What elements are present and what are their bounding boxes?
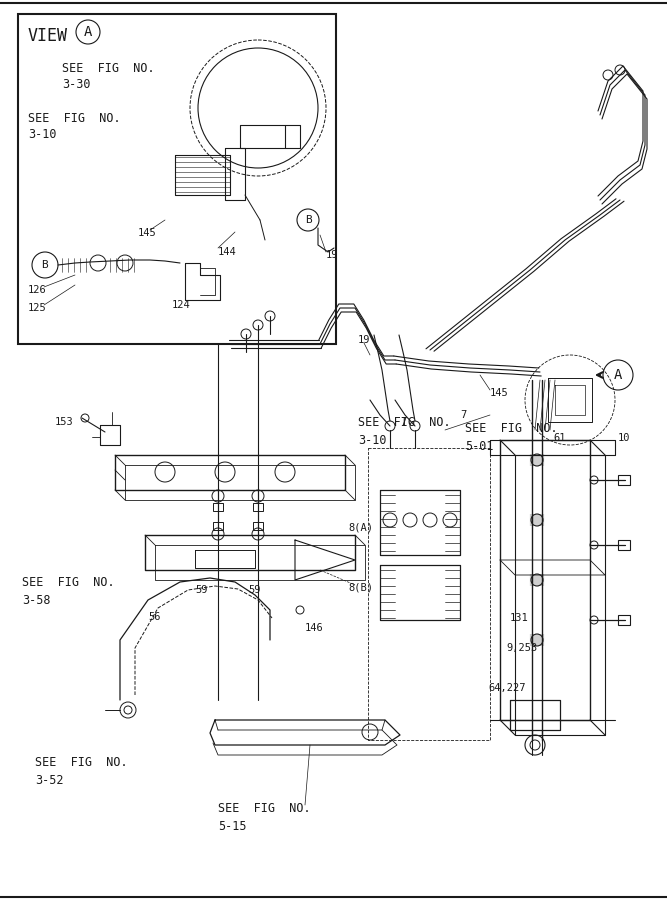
Text: A: A — [84, 25, 92, 39]
Text: 3-10: 3-10 — [28, 129, 57, 141]
Text: A: A — [614, 368, 622, 382]
Text: 131: 131 — [510, 613, 529, 623]
Text: SEE  FIG  NO.: SEE FIG NO. — [22, 575, 115, 589]
Text: B: B — [305, 215, 311, 225]
Text: 9,253: 9,253 — [506, 643, 537, 653]
Text: 145: 145 — [138, 228, 157, 238]
Text: 125: 125 — [28, 303, 47, 313]
Text: 10: 10 — [618, 433, 630, 443]
Text: 146: 146 — [305, 623, 323, 633]
Text: 61: 61 — [553, 433, 566, 443]
Text: 19: 19 — [358, 335, 370, 345]
Bar — [618, 615, 630, 625]
Text: 144: 144 — [218, 247, 237, 257]
Bar — [253, 503, 263, 511]
Text: 3-30: 3-30 — [62, 78, 91, 92]
Text: 8(A): 8(A) — [348, 523, 373, 533]
Text: 64,227: 64,227 — [488, 683, 526, 693]
Bar — [253, 522, 263, 530]
Text: 124: 124 — [172, 300, 191, 310]
Bar — [18, 14, 336, 344]
Text: B: B — [41, 260, 49, 270]
Text: 59: 59 — [248, 585, 261, 595]
Text: 19: 19 — [326, 250, 338, 260]
Bar — [618, 540, 630, 550]
Bar — [213, 522, 223, 530]
Text: SEE  FIG  NO.: SEE FIG NO. — [218, 802, 311, 814]
Text: 7: 7 — [460, 410, 466, 420]
Text: 8(B): 8(B) — [348, 583, 373, 593]
Text: 5-01: 5-01 — [465, 439, 494, 453]
Text: 56: 56 — [148, 612, 161, 622]
Text: 145: 145 — [490, 388, 509, 398]
Text: SEE  FIG  NO.: SEE FIG NO. — [358, 416, 451, 428]
Text: SEE  FIG  NO.: SEE FIG NO. — [465, 421, 558, 435]
Text: SEE  FIG  NO.: SEE FIG NO. — [28, 112, 121, 124]
Text: SEE  FIG  NO.: SEE FIG NO. — [35, 755, 127, 769]
Bar — [618, 475, 630, 485]
Text: 153: 153 — [55, 417, 74, 427]
Text: 7: 7 — [400, 417, 406, 427]
Text: 126: 126 — [28, 285, 47, 295]
Text: 5-15: 5-15 — [218, 820, 247, 832]
Text: 3-52: 3-52 — [35, 773, 63, 787]
Text: SEE  FIG  NO.: SEE FIG NO. — [62, 61, 155, 75]
Text: 3-58: 3-58 — [22, 593, 51, 607]
Text: VIEW: VIEW — [28, 27, 68, 45]
Text: 59: 59 — [195, 585, 207, 595]
Bar — [213, 503, 223, 511]
Text: 3-10: 3-10 — [358, 434, 386, 446]
